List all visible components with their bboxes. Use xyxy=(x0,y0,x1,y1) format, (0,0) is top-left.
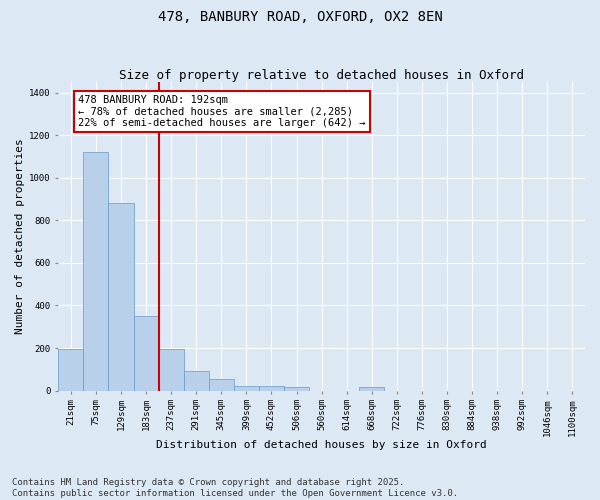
Bar xyxy=(83,152,109,390)
Bar xyxy=(158,349,184,391)
Text: 478, BANBURY ROAD, OXFORD, OX2 8EN: 478, BANBURY ROAD, OXFORD, OX2 8EN xyxy=(158,10,442,24)
Y-axis label: Number of detached properties: Number of detached properties xyxy=(15,138,25,334)
Bar xyxy=(209,379,234,390)
Bar xyxy=(259,386,284,390)
Bar xyxy=(184,372,209,390)
Title: Size of property relative to detached houses in Oxford: Size of property relative to detached ho… xyxy=(119,69,524,82)
Bar xyxy=(109,204,134,390)
Text: 478 BANBURY ROAD: 192sqm
← 78% of detached houses are smaller (2,285)
22% of sem: 478 BANBURY ROAD: 192sqm ← 78% of detach… xyxy=(79,95,366,128)
Bar xyxy=(134,316,158,390)
Bar xyxy=(234,386,259,390)
Bar xyxy=(284,388,309,390)
Text: Contains HM Land Registry data © Crown copyright and database right 2025.
Contai: Contains HM Land Registry data © Crown c… xyxy=(12,478,458,498)
Bar xyxy=(58,349,83,391)
Bar xyxy=(359,388,385,390)
X-axis label: Distribution of detached houses by size in Oxford: Distribution of detached houses by size … xyxy=(156,440,487,450)
